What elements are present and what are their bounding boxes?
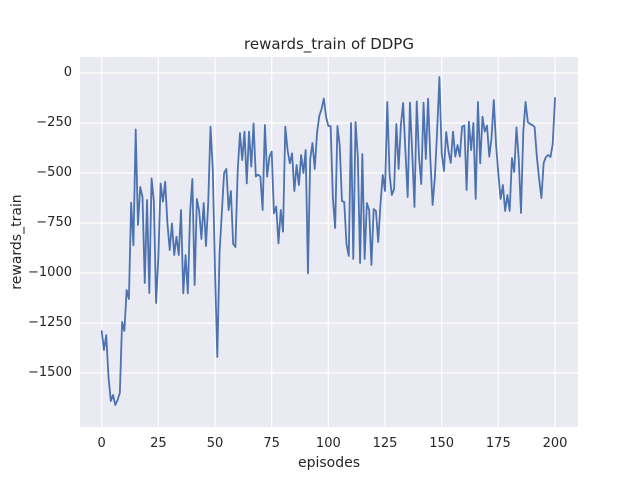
x-tick-label: 75 bbox=[263, 436, 280, 451]
y-tick-label: −750 bbox=[36, 215, 72, 230]
x-tick-label: 175 bbox=[485, 436, 511, 451]
x-tick-label: 125 bbox=[372, 436, 398, 451]
y-tick-label: −1000 bbox=[28, 265, 72, 280]
x-tick-label: 200 bbox=[542, 436, 568, 451]
x-tick-label: 100 bbox=[315, 436, 341, 451]
x-tick-label: 50 bbox=[206, 436, 224, 451]
y-tick-label: −1500 bbox=[28, 365, 72, 380]
x-tick-label: 150 bbox=[429, 436, 455, 451]
rewards-series-line bbox=[100, 76, 556, 406]
y-tick-label: −500 bbox=[36, 165, 72, 180]
x-axis-label: episodes bbox=[297, 455, 361, 471]
y-tick-label: 0 bbox=[63, 65, 72, 80]
line-chart bbox=[80, 57, 578, 427]
y-tick-label: −1250 bbox=[28, 315, 72, 330]
chart-title: rewards_train of DDPG bbox=[244, 35, 414, 53]
x-tick-label: 25 bbox=[150, 436, 167, 451]
y-tick-label: −250 bbox=[36, 115, 72, 130]
plot-area bbox=[80, 57, 578, 427]
y-axis-label: rewards_train bbox=[9, 194, 25, 290]
x-tick-label: 0 bbox=[97, 436, 106, 451]
grid-lines bbox=[80, 57, 578, 427]
